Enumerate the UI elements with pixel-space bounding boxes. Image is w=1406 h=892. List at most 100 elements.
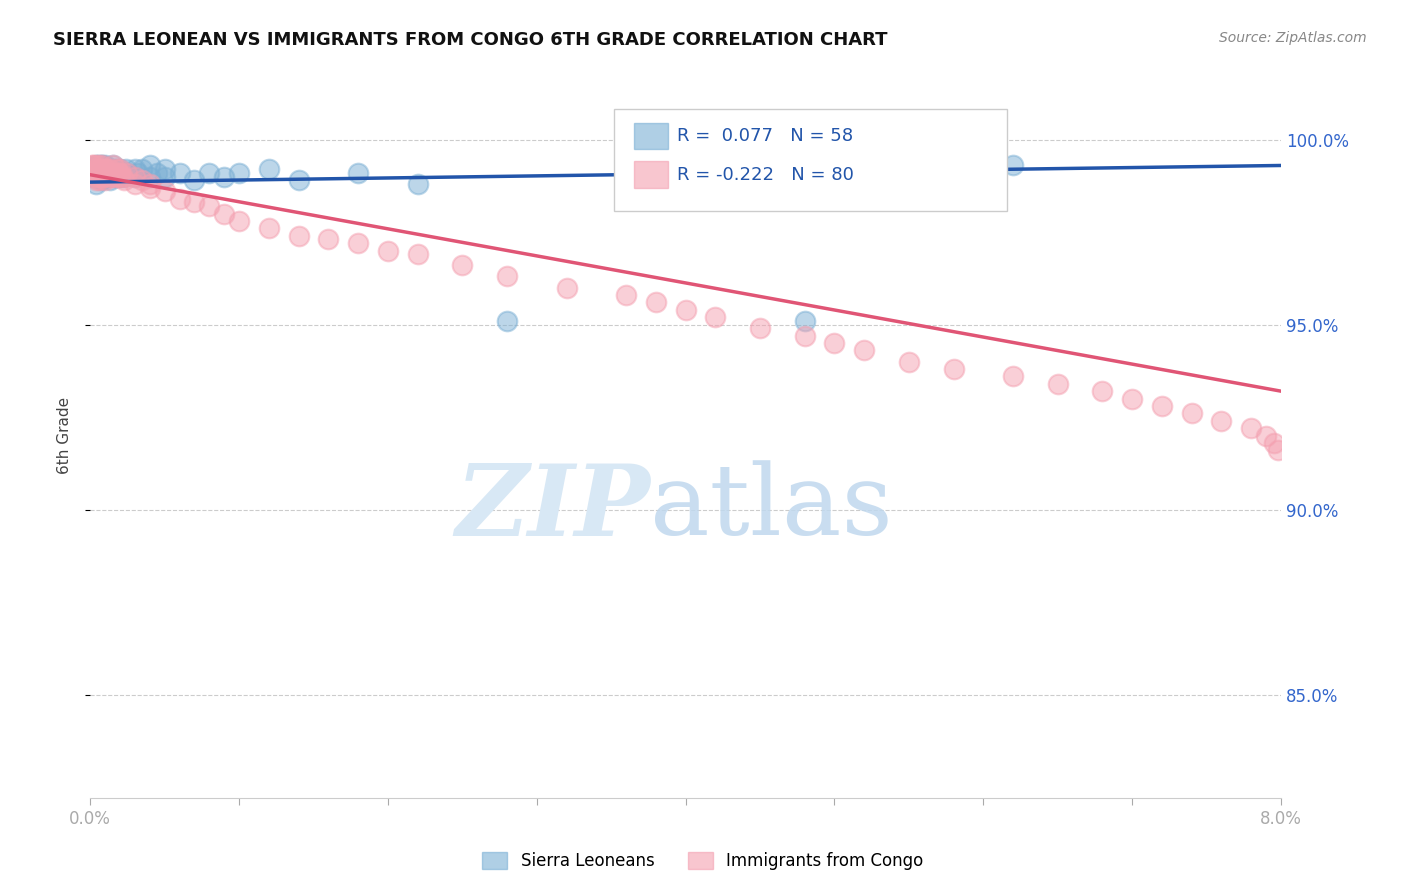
Point: [108, 169, 131, 184]
Point: [89, 162, 111, 177]
Point: [675, 302, 697, 317]
Point: [1150, 399, 1173, 413]
Point: [84, 177, 107, 191]
Text: SIERRA LEONEAN VS IMMIGRANTS FROM CONGO 6TH GRADE CORRELATION CHART: SIERRA LEONEAN VS IMMIGRANTS FROM CONGO …: [53, 31, 889, 49]
Text: Source: ZipAtlas.com: Source: ZipAtlas.com: [1219, 31, 1367, 45]
Point: [94, 162, 117, 177]
Point: [1240, 421, 1263, 435]
Point: [1091, 384, 1114, 399]
Point: [124, 169, 146, 184]
FancyBboxPatch shape: [634, 123, 668, 149]
Point: [127, 166, 149, 180]
Point: [942, 362, 965, 376]
Point: [644, 169, 666, 184]
Legend: Sierra Leoneans, Immigrants from Congo: Sierra Leoneans, Immigrants from Congo: [475, 845, 931, 877]
Point: [83, 169, 105, 184]
Point: [86, 159, 108, 173]
Point: [823, 336, 845, 351]
Point: [198, 199, 221, 213]
Point: [1002, 159, 1025, 173]
Point: [83, 162, 105, 177]
Point: [108, 166, 131, 180]
Point: [117, 166, 139, 180]
Point: [287, 228, 309, 243]
Point: [84, 173, 107, 187]
Point: [101, 159, 124, 173]
Point: [153, 169, 176, 184]
Point: [406, 247, 429, 261]
Point: [105, 169, 128, 184]
Point: [94, 166, 117, 180]
Point: [139, 180, 162, 194]
Point: [84, 159, 107, 173]
Point: [100, 162, 122, 177]
Point: [89, 169, 111, 184]
Point: [131, 173, 153, 187]
Point: [257, 221, 280, 235]
Point: [82, 166, 104, 180]
Point: [198, 166, 221, 180]
Point: [108, 162, 131, 177]
Point: [1046, 376, 1069, 391]
Point: [111, 169, 134, 184]
Point: [496, 269, 519, 284]
Point: [124, 162, 146, 177]
Point: [83, 162, 105, 177]
Point: [183, 173, 205, 187]
Point: [169, 166, 191, 180]
Point: [257, 162, 280, 177]
Point: [90, 159, 112, 173]
Point: [169, 192, 191, 206]
Point: [103, 166, 125, 180]
Point: [183, 195, 205, 210]
Point: [347, 236, 370, 251]
Point: [98, 166, 121, 180]
Point: [90, 169, 112, 184]
Point: [100, 166, 122, 180]
Point: [212, 206, 235, 220]
Point: [98, 169, 121, 184]
Point: [115, 162, 138, 177]
Point: [139, 177, 162, 191]
Point: [97, 166, 120, 180]
Point: [131, 162, 153, 177]
Point: [704, 310, 727, 325]
Point: [86, 169, 108, 184]
Point: [111, 166, 134, 180]
Text: ZIP: ZIP: [456, 459, 650, 557]
Point: [406, 177, 429, 191]
Point: [86, 162, 108, 177]
Point: [555, 280, 578, 294]
Point: [103, 169, 125, 184]
Point: [97, 169, 120, 184]
Point: [1121, 392, 1143, 406]
Point: [105, 162, 128, 177]
Point: [94, 162, 117, 177]
Point: [377, 244, 399, 258]
Point: [104, 166, 127, 180]
Point: [94, 159, 117, 173]
Text: atlas: atlas: [650, 460, 893, 556]
Point: [86, 166, 108, 180]
Text: R = -0.222   N = 80: R = -0.222 N = 80: [678, 166, 853, 184]
Point: [108, 169, 131, 184]
Point: [83, 166, 105, 180]
Point: [749, 321, 772, 335]
Point: [104, 169, 127, 184]
Point: [853, 343, 876, 358]
Point: [496, 314, 519, 328]
Point: [89, 159, 111, 173]
Point: [98, 162, 121, 177]
Point: [1181, 406, 1204, 420]
Point: [94, 169, 117, 184]
Point: [89, 173, 111, 187]
Point: [91, 166, 114, 180]
Point: [1263, 436, 1285, 450]
Point: [114, 169, 136, 184]
Point: [80, 159, 103, 173]
Point: [146, 166, 169, 180]
Point: [91, 166, 114, 180]
FancyBboxPatch shape: [614, 109, 1007, 211]
Point: [105, 162, 128, 177]
Point: [93, 169, 115, 184]
